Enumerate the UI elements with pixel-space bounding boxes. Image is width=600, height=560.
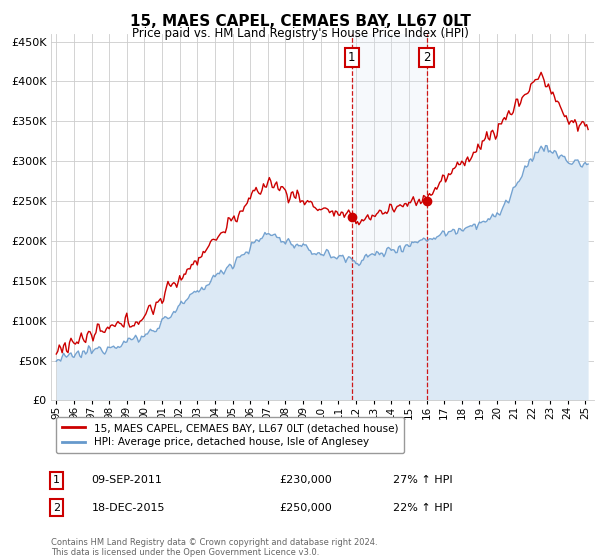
Text: £230,000: £230,000 [279, 475, 332, 485]
Text: 1: 1 [53, 475, 60, 485]
Text: 18-DEC-2015: 18-DEC-2015 [92, 503, 165, 512]
Text: 2: 2 [423, 51, 430, 64]
Text: Price paid vs. HM Land Registry's House Price Index (HPI): Price paid vs. HM Land Registry's House … [131, 27, 469, 40]
Text: Contains HM Land Registry data © Crown copyright and database right 2024.
This d: Contains HM Land Registry data © Crown c… [51, 538, 377, 557]
Text: £250,000: £250,000 [279, 503, 332, 512]
Text: 15, MAES CAPEL, CEMAES BAY, LL67 0LT: 15, MAES CAPEL, CEMAES BAY, LL67 0LT [130, 14, 470, 29]
Text: 1: 1 [348, 51, 355, 64]
Legend: 15, MAES CAPEL, CEMAES BAY, LL67 0LT (detached house), HPI: Average price, detac: 15, MAES CAPEL, CEMAES BAY, LL67 0LT (de… [56, 417, 404, 454]
Text: 22% ↑ HPI: 22% ↑ HPI [393, 503, 453, 512]
Text: 2: 2 [53, 503, 60, 512]
Text: 27% ↑ HPI: 27% ↑ HPI [393, 475, 453, 485]
Bar [352, 34, 427, 400]
Text: 09-SEP-2011: 09-SEP-2011 [92, 475, 163, 485]
